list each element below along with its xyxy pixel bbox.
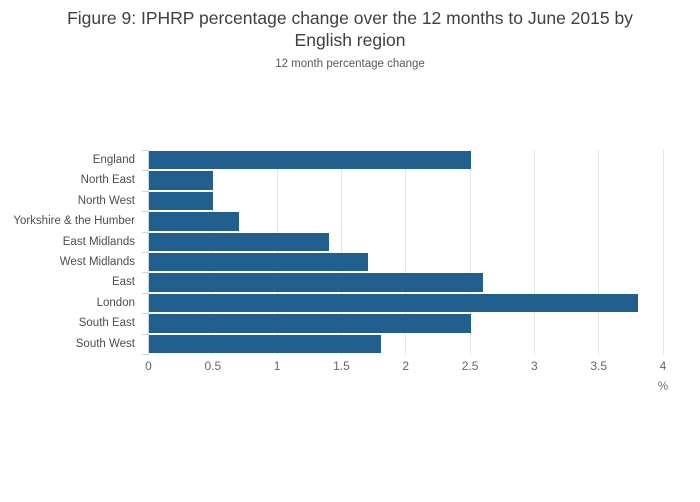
bar-east-midlands <box>149 232 330 252</box>
y-axis-tick <box>141 211 149 213</box>
y-axis-tick <box>141 272 149 274</box>
x-axis-tick-label-0.5: 0.5 <box>204 359 222 373</box>
bar-south-east <box>149 314 471 333</box>
y-axis-tick <box>141 170 149 172</box>
chart-subtitle: 12 month percentage change <box>275 58 425 70</box>
x-axis-tick-label-4: 4 <box>659 359 667 373</box>
y-axis-label-east-midlands: East Midlands <box>62 235 135 248</box>
gridline-4 <box>662 150 664 355</box>
x-axis-tick-label-3: 3 <box>531 359 538 373</box>
x-axis-unit-label: % <box>657 381 669 393</box>
x-axis-tick-label-2: 2 <box>402 359 410 373</box>
y-axis-tick <box>141 231 149 233</box>
y-axis-tick <box>141 252 149 253</box>
bar-yorkshire-and-the-humber <box>149 212 240 231</box>
chart-title: Figure 9: IPHRP percentage change over t… <box>0 8 700 51</box>
y-axis-line <box>148 150 149 355</box>
gridline-1.5 <box>340 150 342 355</box>
gridline-2.5 <box>469 150 471 355</box>
y-axis-tick <box>141 333 149 335</box>
y-axis-label-east: East <box>111 276 135 289</box>
bar-england <box>149 150 471 170</box>
bar-south-west <box>149 334 381 354</box>
x-axis-tick-label-0: 0 <box>145 359 152 373</box>
y-axis-tick <box>141 354 149 355</box>
bar-london <box>149 293 638 313</box>
chart-title-line1: Figure 9: IPHRP percentage change over t… <box>67 8 633 28</box>
gridline-1 <box>276 150 278 355</box>
x-axis-tick-label-1.5: 1.5 <box>333 359 350 373</box>
y-axis-tick <box>141 190 149 192</box>
bar-north-west <box>149 191 214 211</box>
bar-east <box>149 273 484 292</box>
y-axis-tick <box>141 292 149 294</box>
bar-north-east <box>149 171 214 190</box>
gridline-3.5 <box>598 150 600 355</box>
bar-west-midlands <box>149 252 368 272</box>
y-axis-label-north-west: North West <box>77 194 135 207</box>
y-axis-label-north-east: North East <box>80 174 135 187</box>
gridline-3 <box>533 150 535 355</box>
y-axis-label-south-east: South East <box>78 317 135 330</box>
y-axis-label-england: England <box>92 154 135 166</box>
gridline-0.5 <box>212 150 214 355</box>
y-axis-tick <box>141 150 149 151</box>
y-axis-label-yorkshire-and-the-humber: Yorkshire & the Humber <box>13 215 135 228</box>
chart-title-line2: English region <box>294 29 406 50</box>
y-axis-tick <box>141 313 149 315</box>
x-axis-tick-label-2.5: 2.5 <box>461 359 479 373</box>
x-axis-tick-label-1: 1 <box>273 359 281 373</box>
y-axis-label-south-west: South West <box>75 337 135 350</box>
y-axis-label-london: London <box>96 296 135 309</box>
x-axis-tick-label-3.5: 3.5 <box>590 359 608 373</box>
y-axis-label-west-midlands: West Midlands <box>59 256 135 268</box>
gridline-2 <box>405 150 407 355</box>
